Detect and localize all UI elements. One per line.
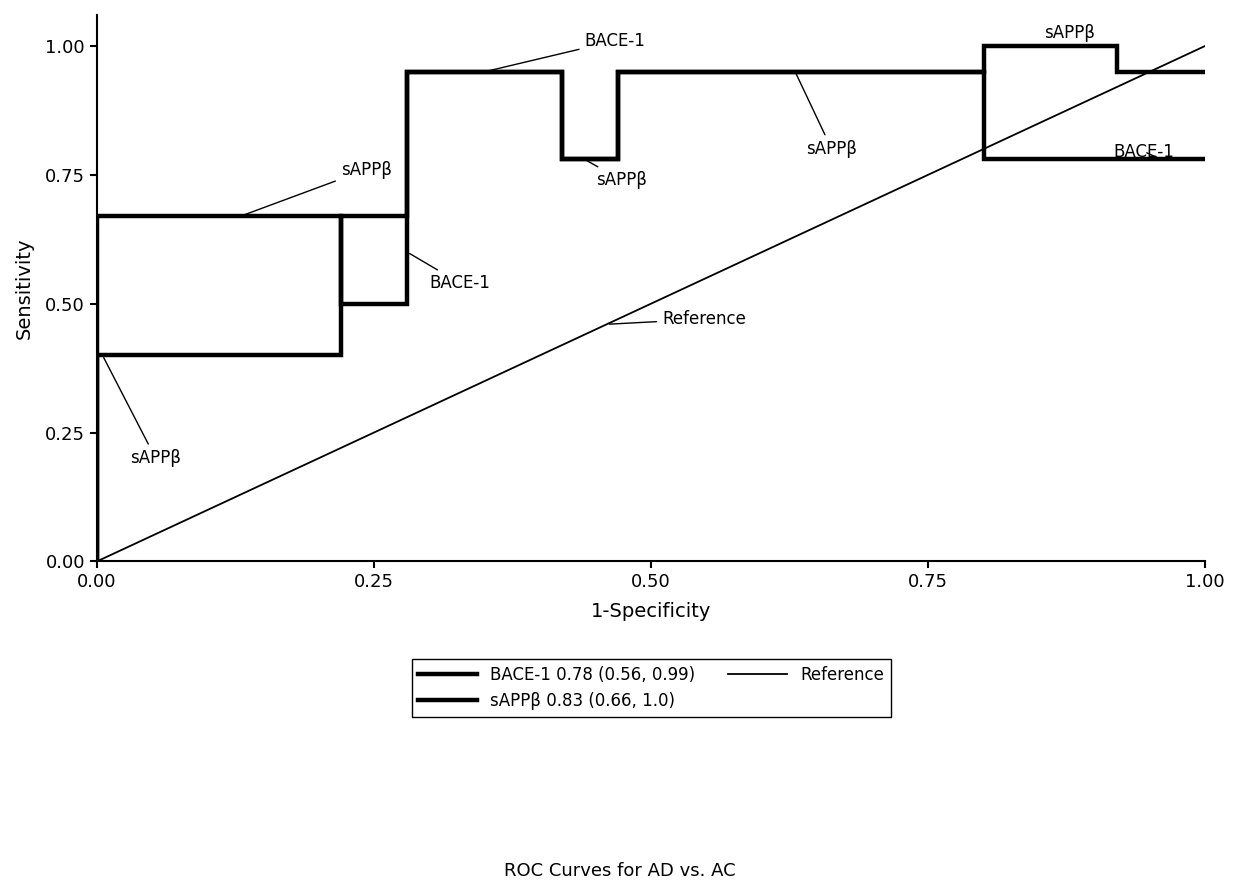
Text: ROC Curves for AD vs. AC: ROC Curves for AD vs. AC [505, 861, 735, 879]
Text: sAPPβ: sAPPβ [587, 161, 646, 189]
Text: sAPPβ: sAPPβ [796, 74, 857, 158]
Text: sAPPβ: sAPPβ [104, 357, 181, 468]
Text: BACE-1: BACE-1 [487, 32, 646, 71]
Text: sAPPβ: sAPPβ [243, 161, 392, 215]
Legend: BACE-1 0.78 (0.56, 0.99), sAPPβ 0.83 (0.66, 1.0), Reference: BACE-1 0.78 (0.56, 0.99), sAPPβ 0.83 (0.… [412, 660, 890, 717]
Y-axis label: Sensitivity: Sensitivity [15, 237, 33, 339]
Text: BACE-1: BACE-1 [409, 253, 490, 292]
Text: BACE-1: BACE-1 [1114, 142, 1174, 161]
X-axis label: 1-Specificity: 1-Specificity [591, 603, 712, 621]
Text: sAPPβ: sAPPβ [1044, 24, 1095, 46]
Text: Reference: Reference [610, 310, 746, 328]
